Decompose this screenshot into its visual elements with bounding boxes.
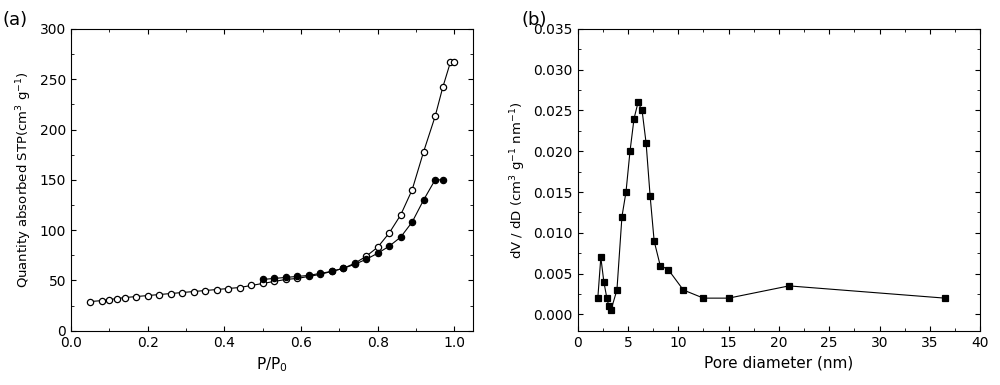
- Text: (a): (a): [3, 11, 28, 29]
- Y-axis label: dV / dD (cm$^3$ g$^{-1}$ nm$^{-1}$): dV / dD (cm$^3$ g$^{-1}$ nm$^{-1}$): [508, 101, 528, 258]
- X-axis label: Pore diameter (nm): Pore diameter (nm): [704, 355, 854, 370]
- Text: (b): (b): [521, 11, 547, 29]
- Y-axis label: Quantity absorbed STP(cm$^3$ g$^{-1}$): Quantity absorbed STP(cm$^3$ g$^{-1}$): [15, 72, 34, 288]
- X-axis label: P/P$_0$: P/P$_0$: [256, 355, 288, 374]
